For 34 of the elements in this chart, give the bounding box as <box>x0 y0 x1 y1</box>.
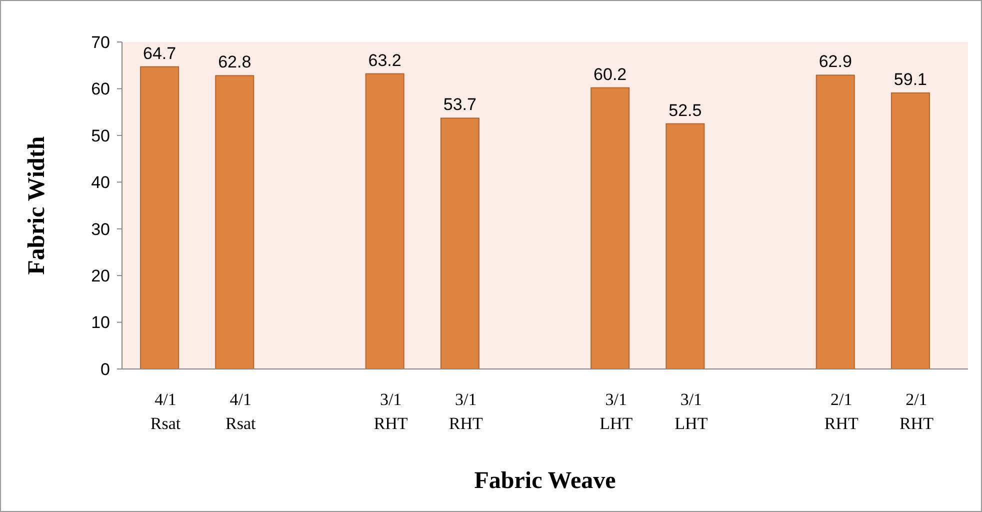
data-label: 62.9 <box>818 52 852 72</box>
bar <box>140 66 180 370</box>
y-axis-title: Fabric Width <box>24 136 50 275</box>
data-label: 62.8 <box>218 52 252 72</box>
x-tick-label: 3/1 LHT <box>600 390 634 433</box>
bar <box>666 123 705 370</box>
y-tick-label: 30 <box>91 220 110 239</box>
y-tick-label: 10 <box>91 313 110 332</box>
y-tick-label: 20 <box>91 266 110 286</box>
x-tick-label: 2/1 RHT <box>824 390 859 433</box>
bar <box>215 75 254 370</box>
x-tick-label: 3/1 LHT <box>674 390 708 433</box>
x-axis-title: Fabric Weave <box>474 468 616 494</box>
x-tick-label: 3/1 RHT <box>374 390 408 433</box>
data-label: 63.2 <box>368 50 402 70</box>
y-tick-label: 60 <box>91 80 110 99</box>
x-tick-label: 3/1 RHT <box>448 390 484 433</box>
data-label: 60.2 <box>594 64 627 84</box>
y-tick-label: 0 <box>100 360 110 379</box>
bar <box>365 73 404 370</box>
y-tick-label: 40 <box>91 173 110 192</box>
data-label: 64.7 <box>143 44 176 63</box>
data-label: 59.1 <box>894 70 927 89</box>
data-label: 52.5 <box>668 100 702 120</box>
data-label: 53.7 <box>443 95 476 114</box>
bar <box>890 92 930 370</box>
x-tick-label: 4/1 Rsat <box>226 390 256 433</box>
y-tick-label: 70 <box>91 32 110 52</box>
x-tick-label: 2/1 RHT <box>899 390 934 433</box>
bar <box>440 118 480 370</box>
bar <box>590 87 630 370</box>
y-tick-label: 50 <box>91 126 110 146</box>
bar <box>816 74 855 370</box>
x-tick-label: 4/1 Rsat <box>150 390 181 433</box>
